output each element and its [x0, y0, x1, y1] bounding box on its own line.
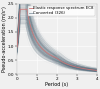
X-axis label: Period (s): Period (s): [45, 82, 68, 87]
Elastic response spectrum EC8: [70, 65, 71, 66]
Elastic response spectrum EC8: [37, 43, 38, 44]
Elastic response spectrum EC8: [64, 62, 65, 63]
Legend: Elastic response spectrum EC8, Converted (326): Elastic response spectrum EC8, Converted…: [28, 6, 95, 16]
Y-axis label: Pseudo-acceleration (m/s²): Pseudo-acceleration (m/s²): [2, 6, 7, 72]
Elastic response spectrum EC8: [17, 47, 18, 48]
Elastic response spectrum EC8: [96, 70, 97, 71]
Elastic response spectrum EC8: [31, 29, 32, 30]
Line: Elastic response spectrum EC8: Elastic response spectrum EC8: [17, 9, 97, 70]
Elastic response spectrum EC8: [77, 67, 78, 68]
Elastic response spectrum EC8: [53, 56, 54, 57]
Elastic response spectrum EC8: [20, 9, 21, 10]
